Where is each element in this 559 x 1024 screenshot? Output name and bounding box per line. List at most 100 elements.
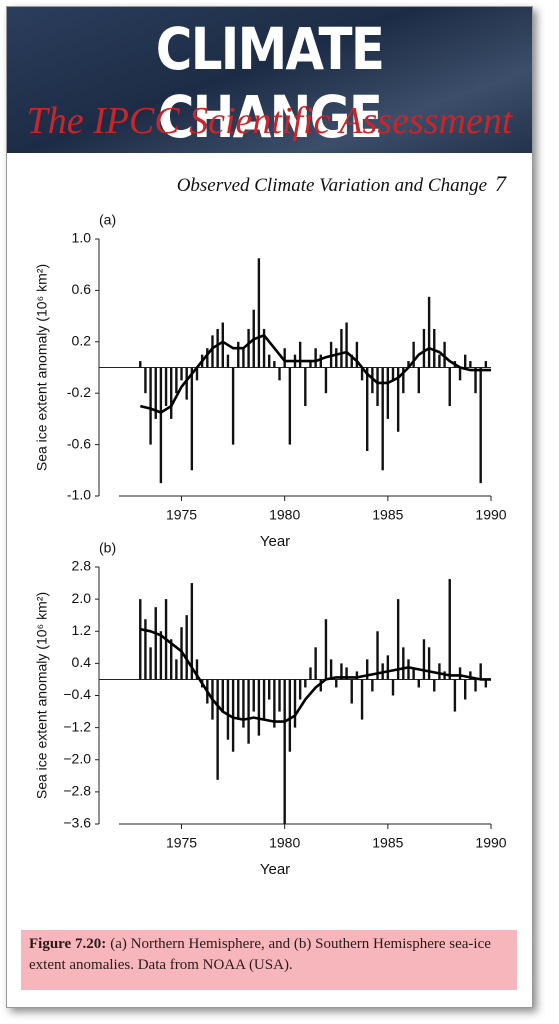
bar [448,367,451,407]
bar [216,679,219,780]
y-tick-label: −0.4 [63,686,91,702]
bar [319,354,322,368]
x-tick-label: 1980 [269,507,300,523]
y-tick-label: 0.6 [72,281,92,297]
bar [164,367,168,407]
x-axis-label: Year [260,861,290,878]
bar [484,679,488,688]
bar [438,354,441,368]
bar [314,647,317,680]
bar [479,367,482,484]
bar [304,367,307,407]
bar [216,328,219,368]
bar [185,615,188,680]
bar [268,679,271,700]
bar [366,367,369,452]
bar [340,328,343,368]
y-tick-label: -1.0 [67,487,91,503]
section-title: Observed Climate Variation and Change [176,175,487,196]
x-tick-label: 1975 [166,507,197,523]
bar [391,679,395,696]
bar [206,348,209,368]
bar [149,647,152,680]
bar [273,361,276,368]
bar [453,679,457,712]
bar [144,619,147,680]
bar [469,361,472,368]
bar [298,679,302,700]
bar [304,679,307,688]
bar [154,367,157,419]
bar [298,341,302,368]
bar [257,679,261,736]
bar [335,348,338,368]
charts: (a) Sea ice extent anomaly (10⁶ km²) Year 1… [34,212,507,878]
bar [237,341,240,368]
bar [376,631,379,680]
bar [288,367,292,445]
book-title: CLIMATE CHANGE [155,15,385,151]
bar [474,367,477,394]
bar [190,583,194,680]
bar [226,679,230,740]
bar [139,599,142,680]
x-tick-label: 1985 [372,835,403,851]
bar [170,367,173,419]
bar [139,361,142,368]
bar [293,679,297,728]
bar [355,341,359,368]
y-tick-label: 2.0 [72,590,92,606]
x-tick-label: 1990 [475,507,506,523]
bar [386,367,390,419]
bar [474,679,477,692]
bar [195,659,199,680]
bar [175,367,178,394]
bar [221,679,224,712]
bar [458,667,462,680]
bar [412,667,415,680]
x-tick-label: 1975 [166,835,197,851]
y-tick-label: −2.0 [63,750,91,766]
y-tick-label: -0.6 [67,435,91,451]
bar [396,599,400,680]
bar [324,619,328,680]
bar [329,659,333,680]
bar [324,367,328,394]
bar [402,367,405,394]
bar [407,361,410,368]
bar [154,607,157,680]
y-tick-label: 1.2 [72,622,92,638]
bar [242,348,245,368]
bar [175,659,178,680]
bar [464,354,467,368]
y-tick-label: 2.8 [72,558,92,574]
bar [252,679,255,712]
bar [319,679,322,692]
caption-text: (a) Northern Hemisphere, and (b) Souther… [29,936,491,973]
bar [464,679,467,700]
bar [371,367,374,394]
panel-label: (b) [99,540,116,556]
bar [381,367,384,471]
bar [407,659,410,680]
x-axis-label: Year [260,533,290,550]
bar [237,679,240,720]
banner: CLIMATE CHANGE The IPCC Scientific Asses… [7,7,532,153]
bar [159,367,163,484]
bar [278,367,281,381]
y-axis-label: Sea ice extent anomaly (10⁶ km²) [34,592,50,799]
bar [144,367,147,394]
bar [283,679,286,824]
bar [278,679,281,712]
smoothed-line [139,334,491,414]
bar [231,679,235,752]
bar [247,679,250,744]
bar [345,667,348,680]
x-tick-label: 1985 [372,507,403,523]
bar [170,639,173,680]
bar [427,647,431,680]
bar [180,367,183,381]
bar [371,679,374,692]
bar [479,663,482,680]
